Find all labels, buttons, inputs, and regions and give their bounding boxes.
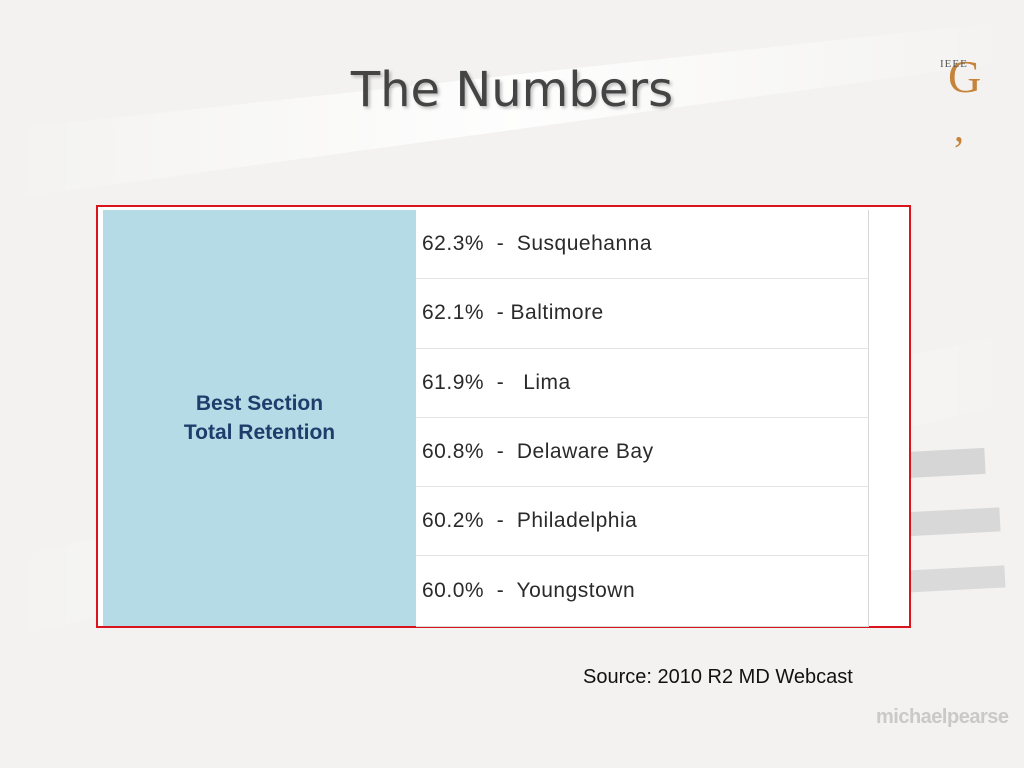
- source-caption: Source: 2010 R2 MD Webcast: [583, 666, 853, 688]
- ieee-logo: G IEEE ,: [930, 52, 1000, 152]
- table-rows: 62.3% - Susquehanna 62.1% - Baltimore 61…: [416, 210, 869, 627]
- logo-comma-mark: ,: [954, 105, 964, 150]
- table-row: 62.1% - Baltimore: [416, 279, 868, 349]
- table-row: 60.0% - Youngstown: [416, 556, 868, 625]
- retention-table: Best Section Total Retention 62.3% - Sus…: [96, 205, 911, 628]
- row-text: 61.9% - Lima: [422, 370, 571, 394]
- logo-ieee-text: IEEE: [940, 58, 968, 70]
- table-row: 61.9% - Lima: [416, 349, 868, 418]
- watermark: michaelpearse: [876, 706, 1009, 728]
- table-label-cell: Best Section Total Retention: [103, 210, 416, 626]
- table-row: 62.3% - Susquehanna: [416, 210, 868, 280]
- table-row: 60.2% - Philadelphia: [416, 487, 868, 557]
- row-text: 60.8% - Delaware Bay: [422, 440, 654, 464]
- slide-title: The Numbers: [350, 62, 674, 118]
- row-text: 60.2% - Philadelphia: [422, 509, 638, 533]
- label-line-1: Best Section: [195, 392, 324, 415]
- row-text: 62.1% - Baltimore: [422, 301, 604, 325]
- table-row: 60.8% - Delaware Bay: [416, 418, 868, 488]
- logo-letter: G: [948, 51, 982, 102]
- row-text: 62.3% - Susquehanna: [422, 232, 652, 256]
- label-line-2: Total Retention: [183, 421, 336, 444]
- row-text: 60.0% - Youngstown: [422, 579, 636, 603]
